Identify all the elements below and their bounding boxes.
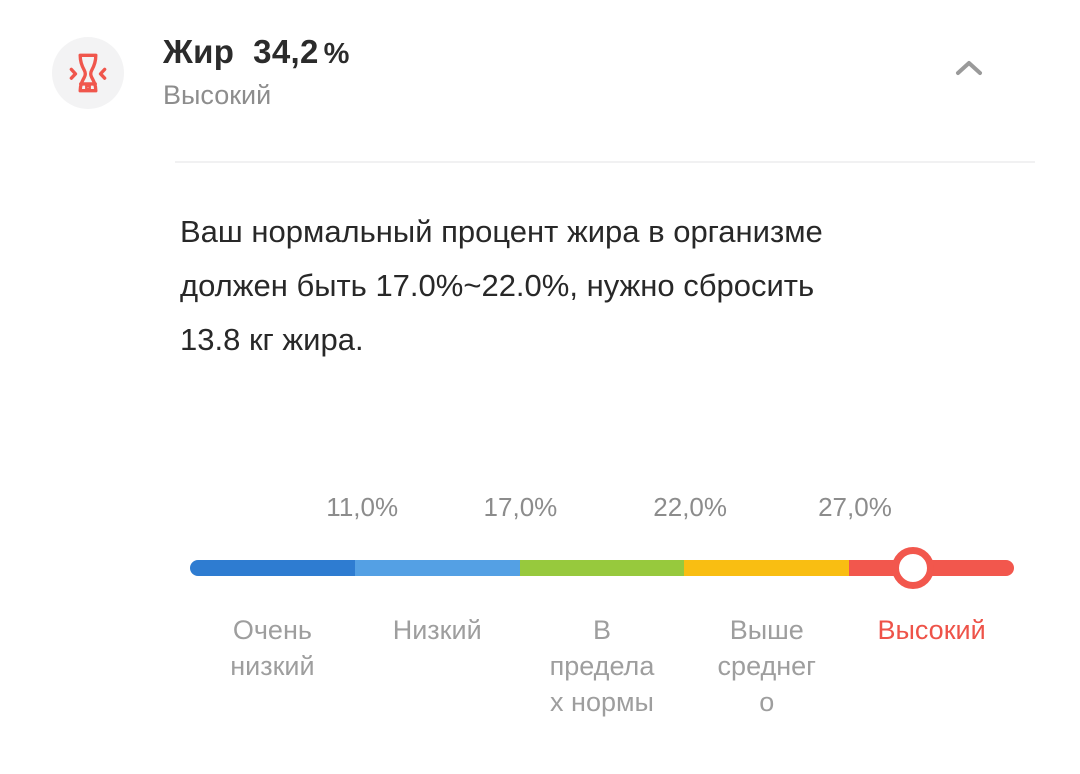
gauge-tick: 22,0% — [653, 492, 728, 522]
body-fat-gauge: 11,0% 17,0% 22,0% 27,0% Очень низкий Низ… — [190, 490, 1014, 750]
status-label: Высокий — [163, 80, 272, 110]
metric-value: 34,2 — [253, 33, 319, 70]
description-text: Ваш нормальный процент жира в организме … — [180, 214, 823, 357]
gauge-tick: 27,0% — [818, 492, 892, 522]
metric-unit: % — [323, 38, 350, 70]
chevron-up-icon — [956, 61, 982, 75]
gauge-bar — [190, 560, 1014, 576]
gauge-ticks: 11,0% 17,0% 22,0% 27,0% — [190, 492, 1014, 526]
gauge-tick: 11,0% — [326, 492, 399, 522]
gauge-segment-above-avg — [684, 560, 850, 576]
gauge-tick: 17,0% — [483, 492, 558, 522]
gauge-marker — [891, 547, 934, 589]
gauge-labels: Очень низкий Низкий В предела х нормы Вы… — [190, 612, 1014, 720]
segment-label-above-avg: Выше среднег о — [717, 615, 817, 717]
metric-name: Жир — [163, 33, 235, 70]
body-fat-icon-glyph — [69, 53, 107, 93]
segment-label-low: Низкий — [392, 615, 482, 645]
segment-label-normal: В предела х нормы — [549, 615, 655, 717]
segment-label-high: Высокий — [877, 615, 986, 645]
body-fat-icon — [52, 37, 124, 109]
gauge-segment-low — [354, 560, 520, 576]
segment-label-very-low: Очень низкий — [230, 615, 315, 681]
gauge-segment-normal — [519, 560, 685, 576]
gauge-segment-very-low — [190, 560, 355, 576]
divider — [175, 161, 1035, 163]
metric-title: Жир 34,2% — [163, 33, 350, 71]
collapse-button[interactable] — [944, 48, 994, 88]
